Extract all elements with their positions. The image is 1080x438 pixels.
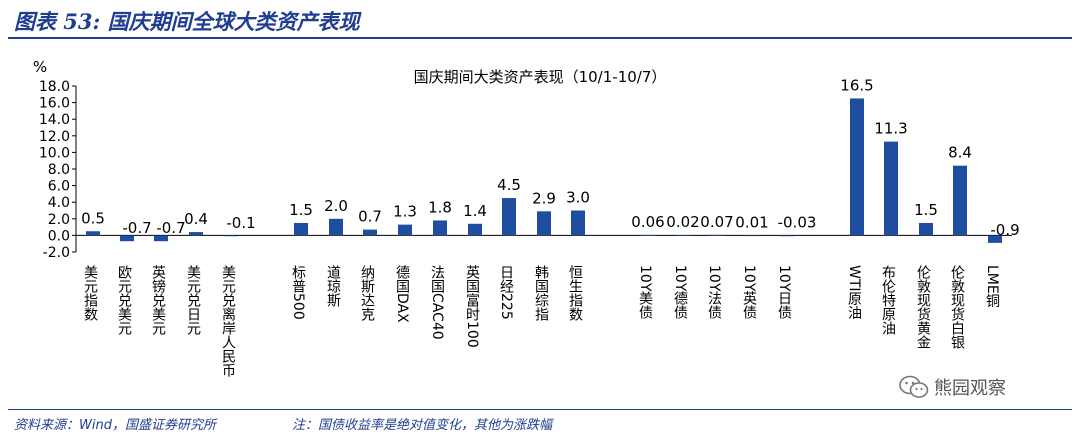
x-tick-label: 道琼斯 bbox=[325, 265, 341, 308]
data-label: 0.7 bbox=[358, 208, 382, 226]
bar bbox=[363, 229, 377, 236]
data-label: 0.07 bbox=[700, 213, 733, 231]
data-label: -0.9 bbox=[990, 221, 1019, 239]
y-tick-label: 18.0 bbox=[39, 79, 70, 95]
bar-chart: 国庆期间大类资产表现（10/1-10/7） % 18.016.014.012.0… bbox=[33, 58, 1020, 377]
x-tick-label: 德国DAX bbox=[394, 265, 410, 323]
data-label: -0.1 bbox=[226, 214, 255, 232]
bar bbox=[710, 234, 724, 236]
x-tick-label: 10Y日债 bbox=[776, 265, 792, 320]
bar bbox=[641, 234, 655, 236]
x-tick-label: 美元兑离岸人民币 bbox=[220, 265, 236, 377]
y-tick-label: 10.0 bbox=[39, 145, 70, 161]
bar bbox=[988, 235, 1002, 243]
bar bbox=[953, 165, 967, 236]
x-tick-label: 10Y美债 bbox=[637, 265, 653, 320]
bar bbox=[676, 235, 690, 237]
x-tick-label: 10Y法债 bbox=[706, 265, 722, 320]
data-label: 11.3 bbox=[874, 120, 907, 138]
data-label: 2.0 bbox=[324, 197, 348, 215]
y-tick-label: 6.0 bbox=[48, 179, 70, 195]
y-tick-label: 0.0 bbox=[48, 228, 70, 244]
y-tick-label: 16.0 bbox=[39, 96, 70, 112]
footnote: 注：国债收益率是绝对值变化，其他为涨跌幅 bbox=[292, 418, 553, 433]
bar bbox=[850, 98, 864, 236]
bar bbox=[745, 235, 759, 237]
y-tick-label: -2.0 bbox=[43, 245, 70, 261]
data-label: 0.02 bbox=[666, 213, 699, 231]
data-label: 0.5 bbox=[81, 209, 105, 227]
x-tick-label: 标普500 bbox=[290, 265, 306, 320]
data-label: -0.7 bbox=[122, 219, 151, 237]
bar bbox=[86, 231, 100, 236]
data-label: 2.9 bbox=[532, 189, 556, 207]
y-tick-label: 12.0 bbox=[39, 129, 70, 145]
data-label: 1.5 bbox=[289, 201, 313, 219]
x-tick-label: 欧元兑美元 bbox=[116, 265, 132, 336]
bar bbox=[433, 220, 447, 236]
bar bbox=[189, 232, 203, 236]
data-label: 3.0 bbox=[566, 189, 590, 207]
bar bbox=[154, 235, 168, 242]
data-label: -0.03 bbox=[778, 214, 817, 232]
chart-title: 国庆期间大类资产表现（10/1-10/7） bbox=[414, 68, 667, 86]
y-tick-label: 8.0 bbox=[48, 162, 70, 178]
x-tick-label: 纳斯达克 bbox=[359, 265, 375, 322]
x-tick-label: 美元兑日元 bbox=[185, 265, 201, 336]
bar bbox=[884, 141, 898, 236]
x-tick-label: 布伦特原油 bbox=[880, 265, 896, 335]
x-tick-label: 10Y英债 bbox=[741, 265, 757, 320]
x-tick-label: 美元指数 bbox=[82, 265, 98, 321]
x-tick-label: 伦敦现货白银 bbox=[949, 265, 965, 349]
x-tick-label: 日经225 bbox=[498, 265, 514, 320]
bar bbox=[919, 222, 933, 236]
footer-divider bbox=[8, 409, 1072, 410]
data-label: 1.8 bbox=[428, 198, 452, 216]
data-label: 0.01 bbox=[735, 213, 768, 231]
watermark: 熊园观察 bbox=[898, 374, 1006, 400]
x-tick-label: 韩国综指 bbox=[533, 265, 549, 321]
bar bbox=[329, 218, 343, 236]
bar bbox=[294, 222, 308, 236]
x-tick-label: 英国富时100 bbox=[464, 264, 480, 347]
bar bbox=[120, 235, 134, 242]
y-axis-label: % bbox=[33, 58, 47, 76]
data-label: 0.4 bbox=[184, 210, 208, 228]
source-note: 资料来源：Wind，国盛证券研究所 bbox=[14, 418, 216, 433]
bar bbox=[224, 235, 238, 237]
data-label: -0.7 bbox=[156, 219, 185, 237]
x-tick-label: 伦敦现货黄金 bbox=[915, 265, 931, 349]
x-tick-label: 10Y德债 bbox=[672, 265, 688, 320]
bar bbox=[468, 223, 482, 236]
x-tick-label: WTI原油 bbox=[846, 265, 862, 320]
wechat-icon bbox=[899, 375, 929, 398]
data-label: 4.5 bbox=[497, 176, 521, 194]
x-tick-label: 恒生指数 bbox=[567, 265, 583, 321]
data-label: 1.3 bbox=[393, 203, 417, 221]
data-label: 1.5 bbox=[914, 201, 938, 219]
bar bbox=[780, 235, 794, 237]
y-tick-label: 4.0 bbox=[48, 195, 70, 211]
page-title: 图表 53: 国庆期间全球大类资产表现 bbox=[14, 9, 360, 34]
data-label: 8.4 bbox=[948, 144, 972, 162]
x-tick-label: 法国CAC40 bbox=[429, 265, 445, 340]
header-divider bbox=[8, 37, 1072, 39]
y-tick-label: 14.0 bbox=[39, 112, 70, 128]
data-label: 0.06 bbox=[631, 213, 664, 231]
bar bbox=[502, 198, 516, 236]
bar bbox=[537, 211, 551, 236]
x-tick-label: 英镑兑美元 bbox=[150, 264, 166, 336]
bar bbox=[398, 224, 412, 236]
x-tick-label: LME铜 bbox=[984, 265, 1000, 309]
watermark-text: 熊园观察 bbox=[934, 378, 1006, 399]
bar bbox=[571, 210, 585, 236]
data-label: 1.4 bbox=[463, 202, 487, 220]
data-label: 16.5 bbox=[840, 76, 873, 94]
y-tick-label: 2.0 bbox=[48, 212, 70, 228]
